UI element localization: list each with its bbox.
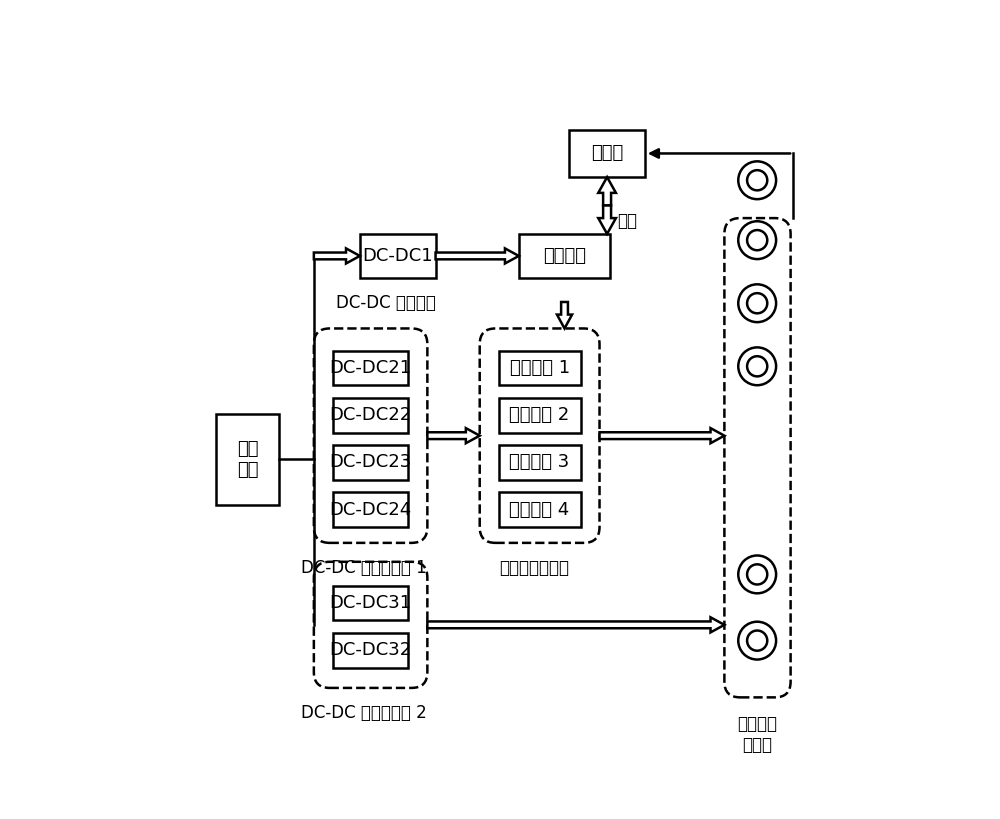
- Bar: [499, 446, 581, 480]
- FancyArrow shape: [427, 428, 480, 443]
- Text: 开关控制模块组: 开关控制模块组: [500, 559, 570, 577]
- Text: 工控机: 工控机: [591, 144, 623, 162]
- Text: 控制电路 1: 控制电路 1: [510, 359, 570, 377]
- Bar: [519, 234, 610, 278]
- FancyArrow shape: [598, 206, 616, 234]
- Text: 控制电路 2: 控制电路 2: [509, 406, 570, 424]
- Text: 控制电路 3: 控制电路 3: [509, 454, 570, 472]
- Text: DC-DC31: DC-DC31: [330, 594, 412, 612]
- Bar: [360, 234, 436, 278]
- Bar: [499, 351, 581, 385]
- Text: DC-DC1: DC-DC1: [362, 247, 433, 265]
- Bar: [216, 414, 279, 505]
- FancyArrow shape: [427, 618, 724, 632]
- Text: 主控电路: 主控电路: [543, 247, 586, 265]
- Bar: [333, 492, 408, 527]
- FancyArrow shape: [598, 177, 616, 206]
- FancyBboxPatch shape: [314, 328, 427, 543]
- Bar: [333, 351, 408, 385]
- Text: DC-DC21: DC-DC21: [330, 359, 412, 377]
- Text: DC-DC24: DC-DC24: [329, 500, 412, 518]
- Text: DC-DC 转换模块: DC-DC 转换模块: [336, 294, 436, 312]
- Text: DC-DC32: DC-DC32: [329, 641, 412, 659]
- Text: DC-DC23: DC-DC23: [329, 454, 412, 472]
- Bar: [333, 446, 408, 480]
- FancyArrow shape: [314, 248, 360, 264]
- FancyArrow shape: [600, 428, 724, 443]
- Bar: [333, 398, 408, 432]
- Bar: [499, 398, 581, 432]
- Text: 电压输出
接口组: 电压输出 接口组: [737, 715, 777, 753]
- Text: DC-DC22: DC-DC22: [329, 406, 412, 424]
- Bar: [569, 129, 645, 177]
- FancyArrow shape: [557, 302, 572, 328]
- Text: 控制电路 4: 控制电路 4: [509, 500, 570, 518]
- FancyArrow shape: [436, 248, 519, 264]
- Text: DC-DC 转换模块组 1: DC-DC 转换模块组 1: [301, 559, 427, 577]
- Bar: [333, 586, 408, 621]
- FancyBboxPatch shape: [314, 562, 427, 688]
- FancyBboxPatch shape: [724, 218, 791, 698]
- FancyBboxPatch shape: [480, 328, 600, 543]
- Text: 指令: 指令: [617, 212, 637, 230]
- Bar: [333, 633, 408, 667]
- Text: 飞机
电源: 飞机 电源: [237, 440, 258, 479]
- Text: DC-DC 转换模块组 2: DC-DC 转换模块组 2: [301, 704, 427, 722]
- Bar: [499, 492, 581, 527]
